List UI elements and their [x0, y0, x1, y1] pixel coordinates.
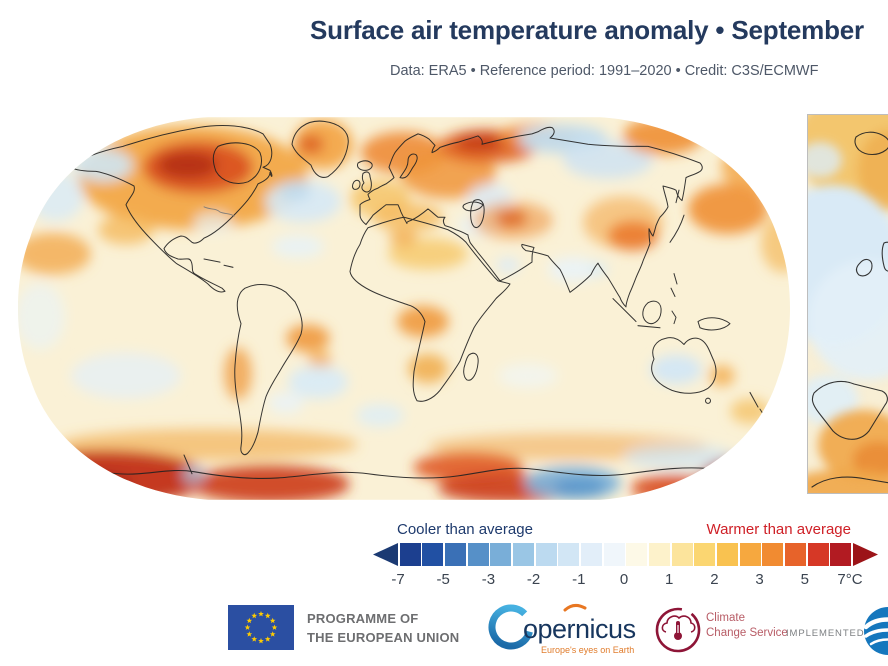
colorbar-segment — [467, 543, 489, 566]
eu-star-icon — [246, 631, 253, 637]
colorbar-tick: 5 — [800, 571, 809, 588]
colorbar-right-arrow-icon — [853, 543, 878, 566]
ccs-line2: Change Service — [706, 627, 788, 639]
europe-inset-map — [807, 114, 888, 494]
colorbar-tick: -2 — [526, 571, 541, 588]
colorbar-tick: -1 — [572, 571, 586, 588]
eu-star-icon — [246, 617, 253, 624]
colorbar-tick: 0 — [619, 571, 629, 588]
eu-flag-logo — [228, 605, 294, 650]
colorbar-segment — [671, 543, 693, 566]
implemented-by-label: IMPLEMENTED BY — [786, 628, 883, 639]
eu-star-icon — [271, 624, 278, 630]
colorbar-segment — [580, 543, 603, 566]
colorbar-segment — [535, 543, 557, 566]
colorbar-segment — [830, 543, 852, 566]
legend-warmer-label: Warmer than average — [706, 521, 851, 538]
colorbar-tick: -3 — [481, 571, 496, 588]
page-subtitle: Data: ERA5 • Reference period: 1991–2020… — [390, 63, 819, 79]
eu-programme-line2: THE EUROPEAN UNION — [307, 630, 460, 645]
colorbar-segment — [512, 543, 535, 566]
copernicus-accent-icon — [563, 603, 587, 612]
eu-star-icon — [251, 612, 258, 619]
colorbar-tick: 1 — [665, 571, 674, 588]
eu-star-icon — [264, 636, 271, 642]
colorbar-segment — [716, 543, 739, 566]
climate-change-service-logo — [655, 607, 701, 653]
eu-star-icon — [264, 612, 271, 619]
eu-stars — [244, 611, 278, 644]
colorbar-tick: 7°C — [837, 571, 863, 588]
ccs-text: Climate Change Service — [706, 611, 788, 641]
copernicus-logo: opernicus Europe's eyes on Earth — [488, 603, 636, 655]
colorbar-segment — [399, 543, 421, 566]
colorbar-segment — [422, 543, 444, 566]
colorbar-segment — [807, 543, 829, 566]
colorbar-segment — [490, 543, 512, 566]
colorbar-left-arrow-icon — [373, 543, 398, 566]
colorbar-segment — [648, 543, 671, 566]
colorbar-tick: -5 — [436, 571, 450, 588]
colorbar-segment — [739, 543, 761, 566]
eu-programme-line1: PROGRAMME OF — [307, 611, 419, 626]
ecmwf-logo — [863, 607, 888, 655]
colorbar — [373, 543, 878, 566]
colorbar-segment — [558, 543, 580, 566]
world-anomaly-map — [18, 117, 790, 500]
colorbar-ticks: -7 -5 -3 -2 -1 0 1 2 3 5 7°C — [391, 571, 862, 591]
colorbar-segment — [626, 543, 648, 566]
colorbar-segment — [444, 543, 467, 566]
copernicus-tagline: Europe's eyes on Earth — [541, 645, 634, 655]
colorbar-tick: 2 — [710, 571, 719, 588]
inset-anomaly-field — [808, 115, 888, 493]
colorbar-segments — [399, 543, 852, 566]
colorbar-segment — [603, 543, 625, 566]
eu-star-icon — [269, 617, 276, 624]
colorbar-tick: 3 — [755, 571, 764, 588]
eu-star-icon — [258, 611, 264, 617]
colorbar-segment — [784, 543, 807, 566]
colorbar-segment — [694, 543, 716, 566]
legend-cooler-label: Cooler than average — [397, 521, 533, 538]
colorbar-segment — [762, 543, 784, 566]
eu-star-icon — [251, 636, 258, 642]
eu-star-icon — [269, 631, 276, 637]
copernicus-wordmark: opernicus — [523, 614, 636, 644]
page-title: Surface air temperature anomaly • Septem… — [310, 15, 864, 45]
colorbar-tick: -7 — [391, 571, 405, 588]
eu-star-icon — [244, 624, 251, 630]
ccs-line1: Climate — [706, 612, 745, 624]
eu-star-icon — [258, 638, 264, 644]
eu-programme-text: PROGRAMME OF THE EUROPEAN UNION — [307, 609, 459, 647]
